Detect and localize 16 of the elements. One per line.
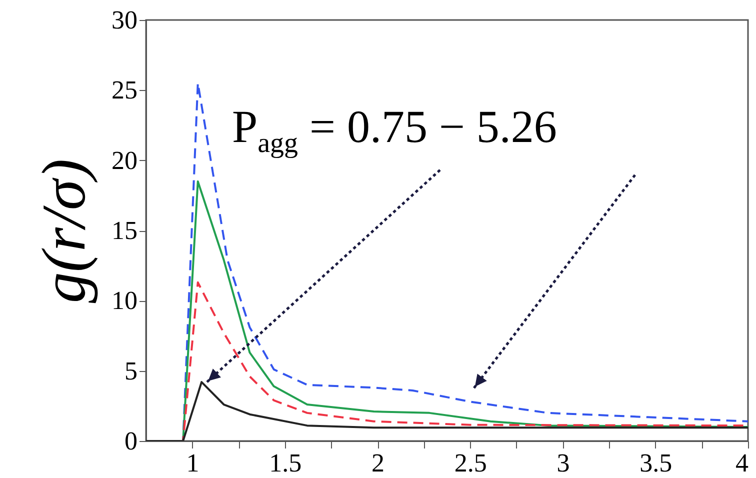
y-tick-label: 15 [112,216,138,245]
x-tick-label: 2.5 [454,448,487,478]
y-tick-label: 10 [112,286,138,316]
y-tick-label: 0 [124,426,138,456]
x-tick-label: 4 [736,448,748,478]
x-tick-label: 1 [186,448,200,478]
y-axis-title: g(r/σ) [30,158,98,304]
y-tick-label: 25 [112,76,138,105]
x-tick-label: 3.5 [640,448,672,478]
x-tick-label: 2 [372,448,385,478]
y-tick-label: 20 [112,146,138,175]
y-tick-label: 5 [124,356,138,386]
y-tick-label: 30 [112,6,138,34]
annotation: P$_{agg}$ = 0.75 − 5.26 [232,100,557,160]
x-tick-label: 1.5 [269,448,302,478]
x-tick-label: 3 [556,448,570,478]
